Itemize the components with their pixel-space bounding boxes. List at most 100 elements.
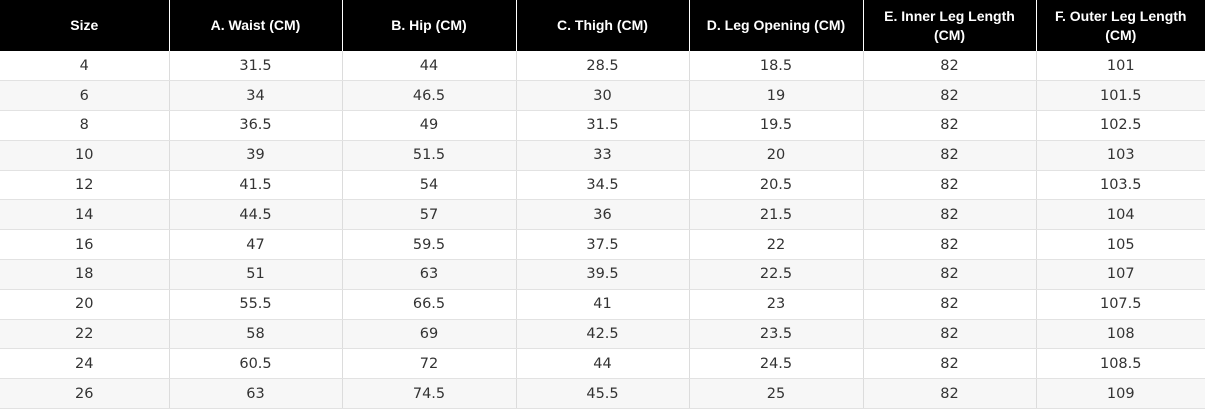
header-inner-leg-length: E. Inner Leg Length (CM) xyxy=(862,0,1036,51)
cell-leg-opening: 20.5 xyxy=(688,170,863,201)
cell-leg-opening: 22 xyxy=(688,229,863,261)
header-waist: A. Waist (CM) xyxy=(168,0,342,51)
cell-hip: 72 xyxy=(341,348,516,380)
cell-leg-opening: 23.5 xyxy=(688,319,863,350)
cell-outer-leg-length: 107 xyxy=(1035,259,1205,290)
cell-inner-leg-length: 82 xyxy=(862,319,1036,350)
cell-waist: 60.5 xyxy=(168,348,342,380)
cell-hip: 63 xyxy=(341,259,516,290)
cell-waist: 63 xyxy=(168,378,342,410)
table-body: 4 31.5 44 28.5 18.5 82 101 6 34 46.5 30 19 82 101.5 8 3… xyxy=(0,51,1205,410)
cell-waist: 34 xyxy=(168,80,342,112)
cell-thigh: 39.5 xyxy=(515,259,689,290)
cell-thigh: 28.5 xyxy=(515,51,689,82)
cell-thigh: 41 xyxy=(515,289,689,320)
cell-inner-leg-length: 82 xyxy=(862,348,1036,380)
table-row: 20 55.5 66.5 41 23 82 107.5 xyxy=(0,289,1205,320)
cell-outer-leg-length: 109 xyxy=(1035,378,1205,410)
table-row: 26 63 74.5 45.5 25 82 109 xyxy=(0,378,1205,410)
cell-waist: 36.5 xyxy=(168,110,342,141)
cell-size: 8 xyxy=(0,110,169,141)
cell-thigh: 44 xyxy=(515,348,689,380)
table-row: 6 34 46.5 30 19 82 101.5 xyxy=(0,80,1205,112)
cell-thigh: 36 xyxy=(515,199,689,231)
cell-inner-leg-length: 82 xyxy=(862,289,1036,320)
table-row: 14 44.5 57 36 21.5 82 104 xyxy=(0,199,1205,231)
cell-hip: 66.5 xyxy=(341,289,516,320)
cell-outer-leg-length: 104 xyxy=(1035,199,1205,231)
cell-hip: 51.5 xyxy=(341,140,516,171)
cell-inner-leg-length: 82 xyxy=(862,259,1036,290)
cell-size: 4 xyxy=(0,51,169,82)
cell-size: 14 xyxy=(0,199,169,231)
table-header: Size A. Waist (CM) B. Hip (CM) C. Thigh … xyxy=(0,0,1205,51)
cell-leg-opening: 23 xyxy=(688,289,863,320)
table-row: 4 31.5 44 28.5 18.5 82 101 xyxy=(0,51,1205,82)
cell-waist: 51 xyxy=(168,259,342,290)
cell-size: 10 xyxy=(0,140,169,171)
header-hip: B. Hip (CM) xyxy=(341,0,516,51)
cell-size: 24 xyxy=(0,348,169,380)
header-size: Size xyxy=(0,0,169,51)
cell-waist: 55.5 xyxy=(168,289,342,320)
cell-thigh: 30 xyxy=(515,80,689,112)
cell-inner-leg-length: 82 xyxy=(862,80,1036,112)
cell-waist: 39 xyxy=(168,140,342,171)
cell-inner-leg-length: 82 xyxy=(862,170,1036,201)
cell-outer-leg-length: 108 xyxy=(1035,319,1205,350)
header-row: Size A. Waist (CM) B. Hip (CM) C. Thigh … xyxy=(0,0,1205,51)
cell-hip: 57 xyxy=(341,199,516,231)
cell-leg-opening: 19.5 xyxy=(688,110,863,141)
cell-size: 12 xyxy=(0,170,169,201)
table-row: 22 58 69 42.5 23.5 82 108 xyxy=(0,319,1205,350)
cell-waist: 31.5 xyxy=(168,51,342,82)
table-row: 12 41.5 54 34.5 20.5 82 103.5 xyxy=(0,170,1205,201)
cell-outer-leg-length: 102.5 xyxy=(1035,110,1205,141)
cell-outer-leg-length: 108.5 xyxy=(1035,348,1205,380)
cell-waist: 58 xyxy=(168,319,342,350)
cell-size: 16 xyxy=(0,229,169,261)
cell-thigh: 45.5 xyxy=(515,378,689,410)
cell-leg-opening: 22.5 xyxy=(688,259,863,290)
table-row: 16 47 59.5 37.5 22 82 105 xyxy=(0,229,1205,261)
cell-hip: 49 xyxy=(341,110,516,141)
header-thigh: C. Thigh (CM) xyxy=(515,0,689,51)
cell-thigh: 34.5 xyxy=(515,170,689,201)
cell-thigh: 31.5 xyxy=(515,110,689,141)
header-outer-leg-length: F. Outer Leg Length (CM) xyxy=(1035,0,1205,51)
cell-hip: 74.5 xyxy=(341,378,516,410)
table-row: 8 36.5 49 31.5 19.5 82 102.5 xyxy=(0,110,1205,141)
cell-leg-opening: 24.5 xyxy=(688,348,863,380)
table-row: 10 39 51.5 33 20 82 103 xyxy=(0,140,1205,171)
cell-hip: 46.5 xyxy=(341,80,516,112)
cell-hip: 69 xyxy=(341,319,516,350)
cell-leg-opening: 21.5 xyxy=(688,199,863,231)
cell-leg-opening: 20 xyxy=(688,140,863,171)
cell-inner-leg-length: 82 xyxy=(862,140,1036,171)
cell-inner-leg-length: 82 xyxy=(862,199,1036,231)
header-leg-opening: D. Leg Opening (CM) xyxy=(688,0,863,51)
cell-inner-leg-length: 82 xyxy=(862,378,1036,410)
cell-size: 22 xyxy=(0,319,169,350)
cell-outer-leg-length: 103 xyxy=(1035,140,1205,171)
table-row: 18 51 63 39.5 22.5 82 107 xyxy=(0,259,1205,290)
cell-thigh: 33 xyxy=(515,140,689,171)
cell-size: 18 xyxy=(0,259,169,290)
cell-leg-opening: 18.5 xyxy=(688,51,863,82)
cell-leg-opening: 19 xyxy=(688,80,863,112)
cell-hip: 44 xyxy=(341,51,516,82)
cell-waist: 41.5 xyxy=(168,170,342,201)
cell-thigh: 42.5 xyxy=(515,319,689,350)
cell-outer-leg-length: 107.5 xyxy=(1035,289,1205,320)
cell-thigh: 37.5 xyxy=(515,229,689,261)
cell-inner-leg-length: 82 xyxy=(862,229,1036,261)
cell-inner-leg-length: 82 xyxy=(862,51,1036,82)
cell-outer-leg-length: 101 xyxy=(1035,51,1205,82)
cell-hip: 54 xyxy=(341,170,516,201)
cell-hip: 59.5 xyxy=(341,229,516,261)
cell-inner-leg-length: 82 xyxy=(862,110,1036,141)
cell-outer-leg-length: 105 xyxy=(1035,229,1205,261)
cell-waist: 47 xyxy=(168,229,342,261)
cell-waist: 44.5 xyxy=(168,199,342,231)
